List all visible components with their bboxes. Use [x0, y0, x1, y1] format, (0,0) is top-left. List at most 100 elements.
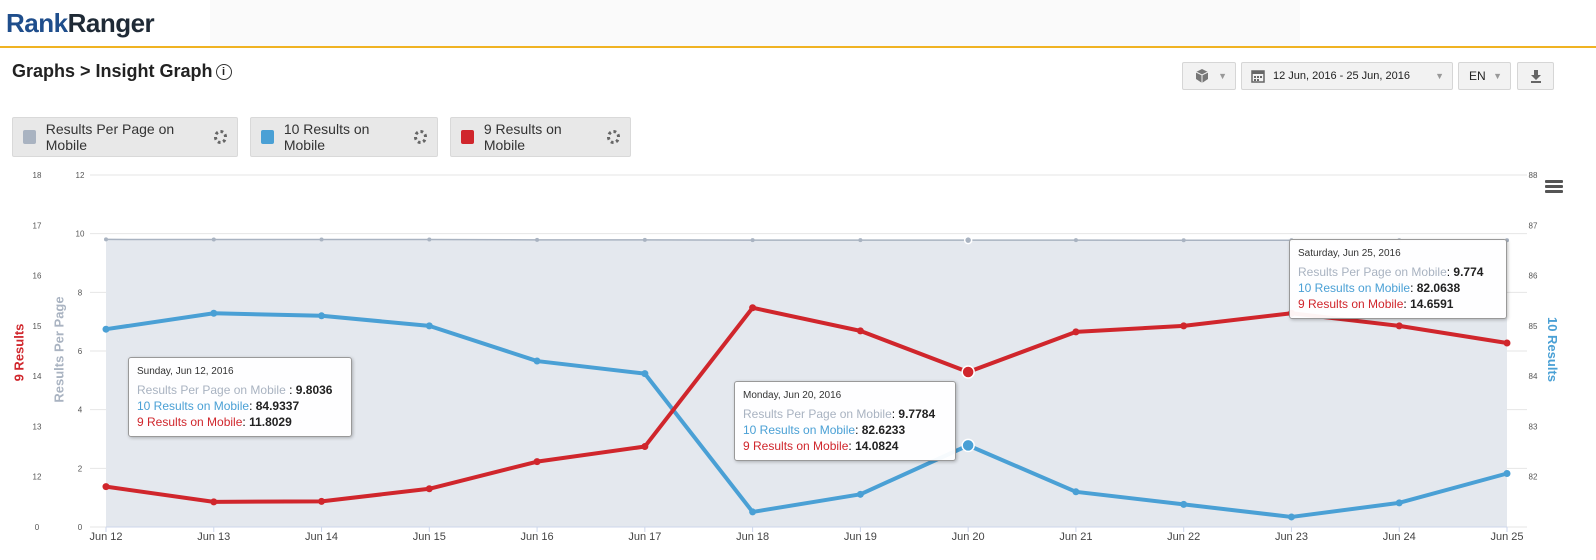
tooltip-jun-12: Sunday, Jun 12, 2016 Results Per Page on…: [128, 357, 352, 437]
data-point: [102, 483, 110, 491]
series-line-10-results-on-mobile: [105, 311, 1508, 519]
rankranger-logo[interactable]: RankRanger: [6, 8, 155, 39]
data-point: [102, 325, 110, 333]
y-tick-label-9-results: 18: [33, 171, 42, 180]
chevron-down-icon: ▼: [1435, 71, 1444, 81]
y-tick-label-9-results: 0: [35, 523, 40, 532]
legend-item-10-results[interactable]: 10 Results on Mobile: [250, 117, 438, 157]
data-point: [1395, 499, 1403, 507]
legend-swatch: [461, 130, 474, 144]
gear-icon[interactable]: [606, 130, 620, 144]
y-tick-label-10-results: 87: [1529, 221, 1538, 230]
data-point: [318, 312, 326, 320]
y-tick-label-9-results: 17: [33, 221, 42, 230]
tooltip-label: Results Per Page on Mobile: [743, 407, 892, 421]
breadcrumb: Graphs > Insight Graph: [12, 61, 213, 81]
data-point: [535, 237, 540, 242]
tooltip-value: 14.6591: [1410, 297, 1454, 311]
tooltip-value: 14.0824: [855, 439, 899, 453]
legend-item-results-per-page[interactable]: Results Per Page on Mobile: [12, 117, 238, 157]
data-point: [425, 322, 433, 330]
tooltip-label: 9 Results on Mobile: [1298, 297, 1404, 311]
gear-icon[interactable]: [413, 130, 427, 144]
view-mode-dropdown[interactable]: ▼: [1182, 62, 1236, 90]
header-band: [210, 0, 1300, 46]
tooltip-label: Results Per Page on Mobile: [137, 383, 286, 397]
data-point: [749, 304, 757, 312]
x-tick-label: Jun 20: [952, 531, 985, 543]
tooltip-jun-25: Saturday, Jun 25, 2016 Results Per Page …: [1289, 239, 1507, 319]
chevron-down-icon: ▼: [1493, 71, 1502, 81]
tooltip-jun-20: Monday, Jun 20, 2016 Results Per Page on…: [734, 381, 956, 461]
data-point: [961, 365, 975, 379]
tooltip-value: 82.0638: [1416, 281, 1461, 295]
y-tick-label-10-results: 86: [1529, 272, 1538, 281]
data-point: [961, 438, 975, 453]
top-bar: RankRanger: [0, 0, 1596, 48]
tooltip-value: 9.774: [1453, 265, 1484, 279]
tooltip-date: Monday, Jun 20, 2016: [743, 390, 842, 401]
y-tick-label-9-results: 13: [33, 422, 42, 431]
legend-swatch: [261, 130, 274, 144]
x-tick-label: Jun 22: [1167, 531, 1200, 543]
tooltip-value: 11.8029: [249, 415, 292, 429]
x-tick-label: Jun 21: [1059, 531, 1092, 543]
data-point: [210, 498, 218, 506]
x-tick-label: Jun 16: [521, 531, 554, 543]
date-range-picker[interactable]: 12 Jun, 2016 - 25 Jun, 2016 ▼: [1241, 62, 1453, 90]
series-line-9-results-on-mobile: [105, 305, 1508, 504]
y-tick-label-10-results: 85: [1529, 322, 1538, 331]
data-point: [319, 237, 324, 242]
data-point: [856, 327, 864, 335]
data-point: [1072, 328, 1080, 336]
y-tick-label-9-results: 14: [33, 372, 42, 381]
y-tick-label-results-per-page: 12: [76, 171, 85, 180]
language-select[interactable]: EN ▼: [1458, 62, 1511, 90]
series-line-results-per-page-on-mobile: [105, 238, 1507, 242]
data-point: [1181, 238, 1186, 243]
download-button[interactable]: [1517, 62, 1554, 90]
data-point: [750, 238, 755, 243]
tooltip-value: 84.9337: [255, 399, 300, 413]
y-tick-label-results-per-page: 8: [78, 288, 83, 297]
logo-rank-text: Rank: [6, 8, 68, 38]
tooltip-value: 82.6233: [861, 423, 906, 437]
legend-label: Results Per Page on Mobile: [45, 121, 175, 153]
x-tick-label: Jun 25: [1490, 531, 1523, 543]
language-value: EN: [1469, 69, 1486, 83]
y-tick-label-10-results: 84: [1529, 372, 1538, 381]
x-tick-label: Jun 19: [844, 531, 877, 543]
y-tick-label-results-per-page: 4: [78, 406, 83, 415]
info-icon[interactable]: i: [215, 64, 232, 80]
tooltip-label: 10 Results on Mobile: [137, 399, 250, 413]
x-tick-label: Jun 15: [413, 531, 446, 543]
legend-label: 9 Results on Mobile: [483, 121, 562, 153]
data-point: [1287, 513, 1295, 521]
tooltip-label: 10 Results on Mobile: [743, 423, 856, 437]
y-tick-label-results-per-page: 10: [76, 230, 85, 239]
data-point: [427, 237, 432, 242]
tooltip-value: 9.8036: [295, 383, 333, 397]
data-point: [1072, 488, 1080, 496]
data-point: [425, 485, 433, 493]
y-tick-label-10-results: 83: [1529, 422, 1538, 431]
legend-item-9-results[interactable]: 9 Results on Mobile: [450, 117, 631, 157]
y-tick-label-10-results: 82: [1529, 473, 1538, 482]
tooltip-date: Saturday, Jun 25, 2016: [1298, 248, 1401, 259]
chevron-down-icon: ▼: [1218, 71, 1227, 81]
x-tick-label: Jun 24: [1383, 531, 1416, 543]
legend-swatch: [23, 130, 36, 144]
x-tick-label: Jun 17: [628, 531, 661, 543]
data-point: [963, 235, 973, 245]
calendar-icon: [1251, 70, 1265, 83]
y-tick-label-results-per-page: 2: [78, 464, 83, 473]
data-point: [1503, 470, 1511, 478]
x-tick-label: Jun 23: [1275, 531, 1308, 543]
y-tick-label-results-per-page: 6: [78, 347, 83, 356]
gear-icon[interactable]: [213, 130, 227, 144]
tooltip-label: 9 Results on Mobile: [743, 439, 849, 453]
data-point: [1073, 238, 1078, 243]
hamburger-menu-icon[interactable]: [1545, 180, 1563, 194]
data-point: [1503, 339, 1511, 347]
data-point: [104, 237, 108, 242]
